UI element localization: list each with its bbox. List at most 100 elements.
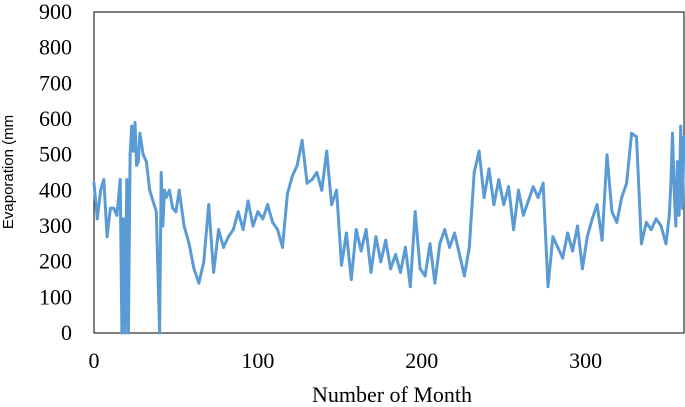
y-tick-label: 300 <box>39 213 72 238</box>
data-point <box>128 153 132 157</box>
data-point <box>438 242 442 246</box>
data-point <box>443 228 447 232</box>
data-point <box>600 238 604 242</box>
data-point <box>320 188 324 192</box>
data-point <box>423 274 427 278</box>
data-point <box>241 228 245 232</box>
x-tick-label: 0 <box>89 348 100 373</box>
evaporation-series-line <box>92 121 685 335</box>
data-point <box>635 135 638 139</box>
data-point <box>236 210 240 214</box>
data-point <box>482 196 486 199</box>
data-point <box>354 228 358 232</box>
data-point <box>403 245 407 249</box>
data-point <box>246 199 250 203</box>
data-point <box>161 224 165 228</box>
data-point <box>664 242 668 246</box>
data-point <box>159 171 163 174</box>
data-point <box>122 217 125 221</box>
data-point <box>95 217 99 221</box>
data-point <box>133 121 137 125</box>
data-point <box>669 181 673 185</box>
data-point <box>305 181 309 185</box>
data-point <box>458 253 461 256</box>
data-point <box>659 224 663 228</box>
data-point <box>448 245 452 249</box>
data-point <box>462 274 466 278</box>
y-tick-label: 500 <box>39 142 72 167</box>
data-point <box>408 285 412 289</box>
data-point <box>521 213 525 217</box>
data-point <box>453 231 457 235</box>
data-point <box>99 188 103 192</box>
data-point <box>202 260 206 264</box>
data-point <box>125 178 129 182</box>
data-point <box>141 153 145 157</box>
data-point <box>364 228 368 232</box>
data-point <box>418 267 422 271</box>
data-point <box>182 224 186 228</box>
data-point <box>677 213 681 217</box>
data-point <box>654 217 658 221</box>
data-point <box>222 245 225 249</box>
data-point <box>295 163 299 167</box>
data-point <box>680 206 684 210</box>
data-point <box>290 174 294 178</box>
data-point <box>226 235 230 239</box>
data-point <box>330 203 334 207</box>
x-tick-label: 100 <box>241 348 274 373</box>
data-point <box>207 203 211 207</box>
data-point <box>610 210 614 214</box>
data-point <box>112 206 116 210</box>
data-point <box>497 178 501 182</box>
data-point <box>561 256 565 260</box>
y-tick-label: 600 <box>39 106 72 131</box>
data-point <box>158 331 162 335</box>
data-point <box>126 331 130 335</box>
plot-area-frame <box>93 11 685 334</box>
data-point <box>580 267 584 271</box>
data-point <box>428 242 432 246</box>
data-point <box>144 160 148 164</box>
data-point <box>256 210 260 214</box>
data-point <box>507 185 511 189</box>
data-point <box>487 167 491 171</box>
data-point <box>115 213 119 217</box>
data-point <box>536 196 540 199</box>
data-points-layer <box>92 121 685 335</box>
y-tick-label: 400 <box>39 177 72 202</box>
data-point <box>340 263 343 267</box>
x-tick-label: 300 <box>569 348 602 373</box>
data-point <box>374 235 378 239</box>
data-point <box>359 249 363 253</box>
data-point <box>502 203 506 207</box>
data-point <box>335 188 339 192</box>
data-point <box>310 178 314 182</box>
data-point <box>123 331 127 335</box>
data-point <box>154 210 158 214</box>
y-tick-label: 0 <box>61 320 72 345</box>
data-point <box>644 220 648 224</box>
data-point <box>131 149 135 153</box>
data-point <box>118 178 122 182</box>
data-point <box>135 163 139 167</box>
data-point <box>517 188 520 192</box>
data-point <box>187 242 191 246</box>
data-point <box>108 206 112 210</box>
y-axis-label: Evaporation (mm <box>0 115 17 229</box>
data-point <box>639 242 643 246</box>
data-point <box>300 138 304 142</box>
data-point <box>433 281 437 285</box>
data-point <box>285 192 289 196</box>
data-point <box>171 206 175 210</box>
data-point <box>136 160 140 164</box>
data-point <box>667 213 671 217</box>
data-point <box>585 235 589 239</box>
data-point <box>394 253 398 256</box>
data-point <box>625 181 629 185</box>
data-point <box>271 220 275 224</box>
data-point <box>672 188 676 192</box>
data-point <box>399 270 402 274</box>
data-point <box>148 188 152 192</box>
